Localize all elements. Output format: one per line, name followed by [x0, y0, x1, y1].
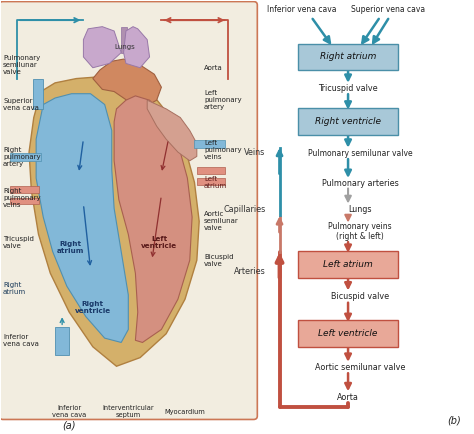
- Text: Right
pulmonary
veins: Right pulmonary veins: [3, 187, 41, 207]
- Text: Capillaries: Capillaries: [223, 205, 265, 214]
- Text: Right
atrium: Right atrium: [3, 282, 26, 295]
- Text: Myocardium: Myocardium: [164, 409, 205, 414]
- Text: Bicuspid valve: Bicuspid valve: [331, 292, 389, 301]
- Text: Left
pulmonary
veins: Left pulmonary veins: [204, 140, 242, 160]
- Text: Left ventricle: Left ventricle: [319, 329, 378, 339]
- Text: Right atrium: Right atrium: [320, 53, 376, 62]
- Bar: [10, 186, 38, 193]
- Polygon shape: [147, 100, 197, 161]
- Text: Lungs: Lungs: [114, 44, 135, 50]
- Bar: [121, 26, 127, 53]
- Bar: [10, 197, 38, 204]
- Polygon shape: [124, 26, 150, 68]
- Text: Aorta: Aorta: [337, 393, 359, 402]
- Text: Aorta: Aorta: [204, 65, 223, 71]
- Bar: [194, 140, 225, 148]
- Text: Right
ventricle: Right ventricle: [75, 301, 111, 314]
- Polygon shape: [114, 96, 192, 342]
- Text: Pulmonary
semilunar
valve: Pulmonary semilunar valve: [3, 55, 40, 75]
- Text: (b): (b): [447, 415, 461, 425]
- FancyBboxPatch shape: [299, 320, 398, 347]
- Text: Pulmonary semilunar valve: Pulmonary semilunar valve: [308, 149, 412, 158]
- Text: Tricuspid
valve: Tricuspid valve: [3, 237, 34, 250]
- Text: Veins: Veins: [244, 148, 265, 158]
- Text: Left
atrium: Left atrium: [204, 176, 227, 189]
- Text: Right
pulmonary
artery: Right pulmonary artery: [3, 147, 41, 167]
- Text: Left
pulmonary
artery: Left pulmonary artery: [204, 90, 242, 110]
- FancyBboxPatch shape: [299, 43, 398, 70]
- Text: Aortic semilunar valve: Aortic semilunar valve: [315, 363, 405, 372]
- FancyBboxPatch shape: [299, 251, 398, 278]
- Text: Inferior
vena cava: Inferior vena cava: [3, 334, 39, 347]
- Text: Inferior
vena cava: Inferior vena cava: [52, 405, 86, 418]
- FancyBboxPatch shape: [299, 108, 398, 135]
- Text: Aortic
semilunar
valve: Aortic semilunar valve: [204, 211, 239, 231]
- Polygon shape: [93, 59, 161, 107]
- Text: Right
atrium: Right atrium: [57, 241, 84, 254]
- FancyBboxPatch shape: [0, 2, 257, 420]
- Text: Pulmonary arteries: Pulmonary arteries: [321, 179, 398, 188]
- Bar: [197, 178, 225, 184]
- Bar: [55, 327, 69, 355]
- Bar: [10, 153, 41, 161]
- Bar: [33, 79, 43, 109]
- Bar: [197, 167, 225, 174]
- Text: Superior vena cava: Superior vena cava: [351, 5, 425, 14]
- Polygon shape: [29, 76, 199, 366]
- Text: Inferior vena cava: Inferior vena cava: [267, 5, 337, 14]
- Text: Tricuspid valve: Tricuspid valve: [318, 84, 378, 93]
- Polygon shape: [36, 94, 128, 342]
- Text: Superior
vena cava: Superior vena cava: [3, 98, 39, 111]
- Text: Right ventricle: Right ventricle: [315, 117, 381, 126]
- Text: Arteries: Arteries: [234, 266, 265, 276]
- Text: Pulmonary veins
(right & left): Pulmonary veins (right & left): [328, 222, 392, 241]
- Text: Lungs: Lungs: [348, 205, 372, 214]
- Text: Bicuspid
valve: Bicuspid valve: [204, 254, 233, 267]
- Text: Interventricular
septum: Interventricular septum: [102, 405, 154, 418]
- Polygon shape: [83, 26, 121, 68]
- Text: Left
ventricle: Left ventricle: [141, 237, 177, 250]
- Text: (a): (a): [63, 421, 76, 431]
- Text: Left atrium: Left atrium: [323, 260, 373, 269]
